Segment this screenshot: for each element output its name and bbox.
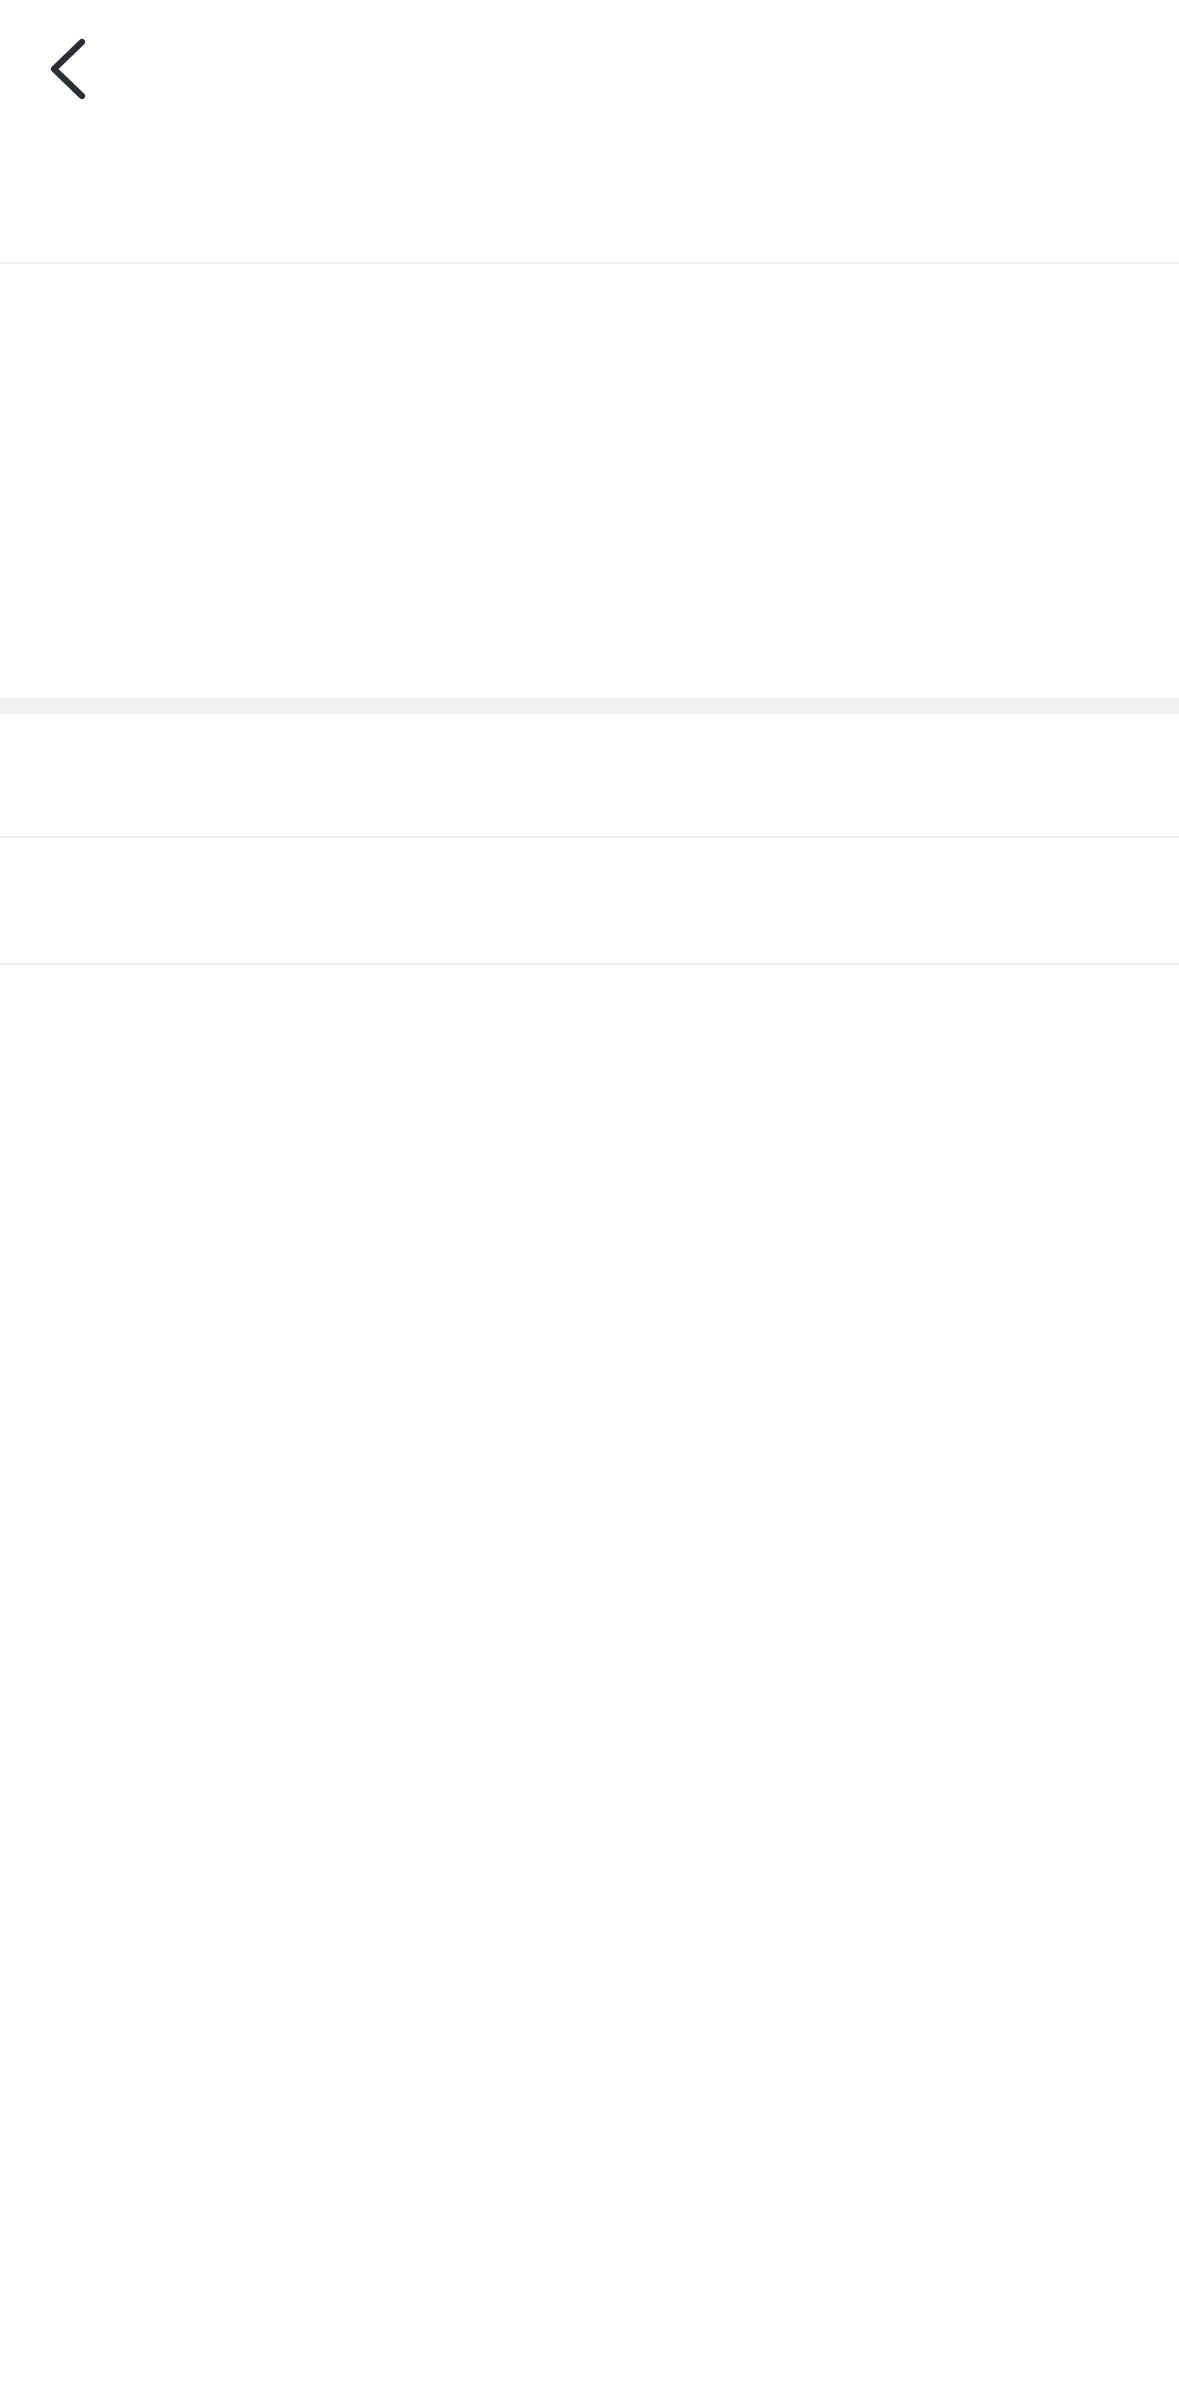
divider: [0, 262, 1179, 264]
back-chevron-icon: [50, 38, 86, 100]
burnley-crest-icon: [45, 421, 115, 497]
section-separator: [0, 698, 1179, 714]
back-button[interactable]: [38, 36, 98, 102]
manutd-crest-icon: [733, 865, 813, 939]
momentum-chart: [150, 396, 1143, 639]
divider: [0, 836, 1179, 838]
stats-rows: [0, 963, 1179, 965]
manutd-crest-icon: [38, 536, 120, 610]
burnley-crest-icon: [402, 856, 471, 950]
